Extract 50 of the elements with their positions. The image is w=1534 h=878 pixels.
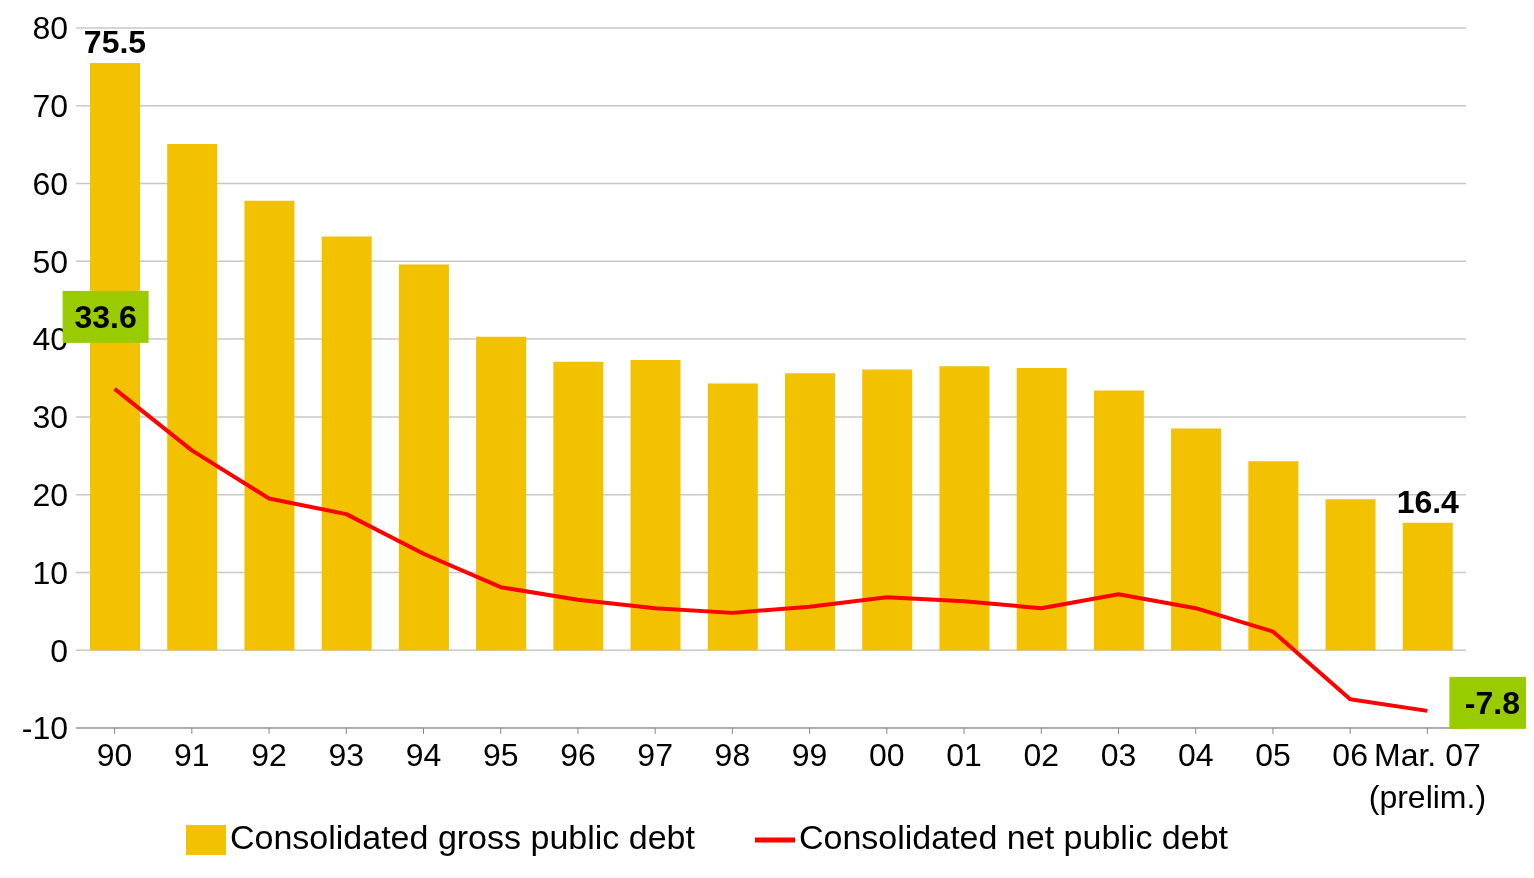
bar xyxy=(398,264,449,651)
bar xyxy=(1325,499,1376,651)
bar xyxy=(862,369,913,651)
x-tick-label: 91 xyxy=(174,736,210,773)
y-tick-label: 60 xyxy=(32,165,68,202)
bar xyxy=(1171,428,1222,651)
legend-label: Consolidated gross public debt xyxy=(229,817,695,856)
x-tick-label: 04 xyxy=(1177,736,1214,773)
x-tick-label: 03 xyxy=(1100,736,1137,773)
y-tick-label: 20 xyxy=(32,477,68,514)
data-label: -7.8 xyxy=(1464,684,1520,721)
y-tick-label: 0 xyxy=(50,632,68,669)
y-tick-label: 50 xyxy=(32,243,68,280)
data-label: 16.4 xyxy=(1396,483,1460,520)
x-tick-label: 93 xyxy=(328,736,365,773)
y-tick-label: 80 xyxy=(32,10,68,47)
x-tick-label: 94 xyxy=(405,736,442,773)
x-tick-label: 00 xyxy=(869,736,905,773)
bar xyxy=(476,336,527,651)
x-tick-label: 99 xyxy=(791,736,828,773)
bar xyxy=(167,143,218,651)
bar xyxy=(785,373,835,651)
y-tick-label: 30 xyxy=(32,399,68,436)
bar xyxy=(1248,461,1299,651)
bar xyxy=(707,383,758,651)
y-tick-label: -10 xyxy=(21,710,68,747)
x-tick-label: 05 xyxy=(1255,736,1291,773)
x-tick-label: 96 xyxy=(560,736,596,773)
legend-label: Consolidated net public debt xyxy=(798,817,1229,856)
x-tick-label: 95 xyxy=(482,736,519,773)
bar xyxy=(553,361,604,651)
bar xyxy=(1016,367,1067,651)
bar xyxy=(321,236,372,651)
x-tick-label: 90 xyxy=(96,736,133,773)
bar xyxy=(1402,522,1453,651)
data-label: 33.6 xyxy=(74,298,137,335)
x-tick-label: 92 xyxy=(251,736,287,773)
x-tick-label: 01 xyxy=(946,736,982,773)
bar xyxy=(939,366,990,651)
x-tick-label: 97 xyxy=(637,736,673,773)
bar xyxy=(244,200,295,651)
x-tick-label: 98 xyxy=(714,736,751,773)
y-tick-label: 70 xyxy=(32,88,68,125)
x-tick-label: 02 xyxy=(1023,736,1060,773)
x-tick-label: 06 xyxy=(1332,736,1368,773)
y-tick-label: 10 xyxy=(32,554,68,591)
bar xyxy=(630,360,681,651)
bar xyxy=(1093,390,1144,651)
data-label: 75.5 xyxy=(83,24,147,60)
x-tick-label: Mar. 07 (prelim.) xyxy=(1368,736,1487,815)
